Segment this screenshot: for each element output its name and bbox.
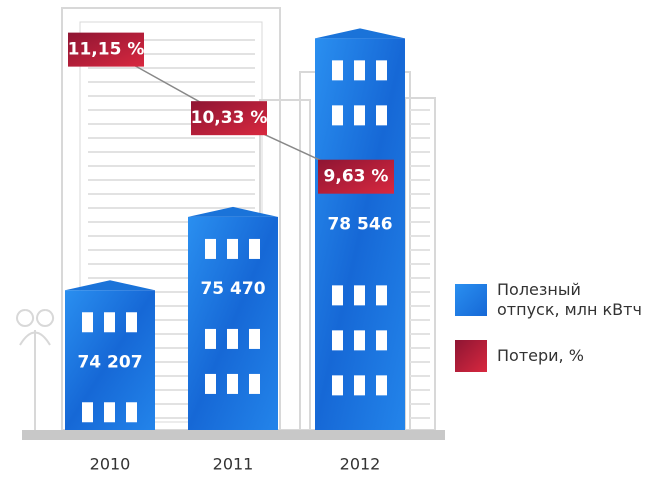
loss-marker (68, 32, 144, 67)
loss-value-label: 9,63 % (324, 167, 389, 187)
loss-value-label: 10,33 % (191, 108, 268, 128)
loss-marker (191, 101, 267, 136)
loss-marker (318, 159, 394, 194)
bar-value-label: 74 207 (77, 352, 142, 372)
window (376, 375, 387, 396)
window (249, 373, 260, 394)
window (82, 402, 93, 423)
window (332, 105, 343, 126)
window (354, 375, 365, 396)
window (82, 312, 93, 333)
x-tick-label: 2012 (340, 455, 381, 474)
window (354, 60, 365, 81)
window (126, 312, 137, 333)
legend-item: Потери, % (455, 340, 647, 372)
x-tick-label: 2011 (213, 455, 254, 474)
roof (315, 28, 405, 39)
bar (315, 38, 405, 430)
window (227, 373, 238, 394)
legend-swatch (455, 284, 487, 316)
window (376, 60, 387, 81)
window (354, 330, 365, 351)
legend-label: Потери, % (497, 346, 584, 365)
window (332, 285, 343, 306)
window (104, 312, 115, 333)
legend-label: Полезный отпуск, млн кВтч (497, 280, 642, 319)
window (227, 238, 238, 259)
window (249, 238, 260, 259)
window (376, 330, 387, 351)
window (376, 105, 387, 126)
window (126, 402, 137, 423)
window (376, 285, 387, 306)
window (332, 60, 343, 81)
window (227, 328, 238, 349)
legend-item: Полезный отпуск, млн кВтч (455, 280, 647, 320)
window (354, 105, 365, 126)
ground (22, 430, 445, 440)
window (104, 402, 115, 423)
bar-value-label: 75 470 (200, 279, 265, 299)
window (205, 373, 216, 394)
window (332, 375, 343, 396)
roof (65, 280, 155, 291)
window (205, 238, 216, 259)
window (205, 328, 216, 349)
window (354, 285, 365, 306)
x-tick-label: 2010 (90, 455, 131, 474)
window (332, 330, 343, 351)
loss-value-label: 11,15 % (68, 40, 145, 60)
roof (188, 206, 278, 217)
window (249, 328, 260, 349)
legend-swatch (455, 340, 487, 372)
bar-value-label: 78 546 (327, 215, 392, 235)
